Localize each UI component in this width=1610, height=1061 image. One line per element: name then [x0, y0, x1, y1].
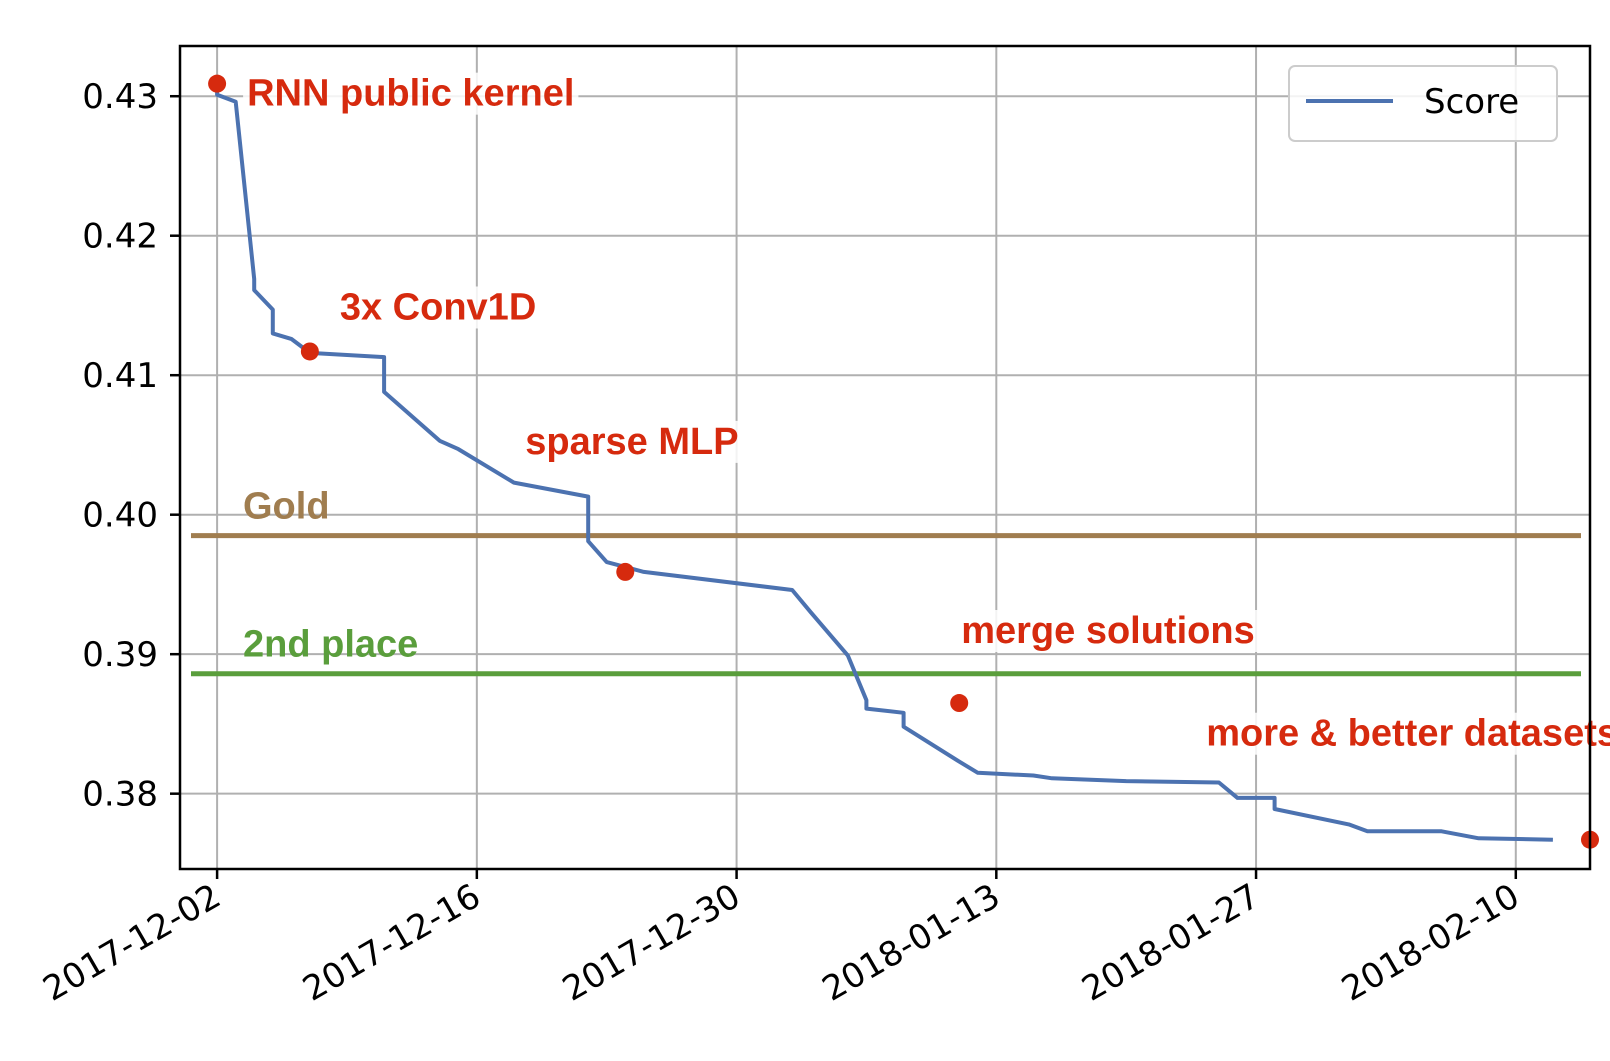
milestone-point: [208, 74, 227, 93]
score-line: [215, 85, 1553, 842]
annotation-label: merge solutions: [961, 610, 1254, 652]
annotation-background: [243, 72, 579, 115]
y-tick-label: 0.43: [82, 77, 158, 117]
plot-frame: [178, 44, 1592, 871]
y-tick-label: 0.41: [82, 356, 158, 396]
annotation-background: [335, 286, 541, 329]
annotation-label: 3x Conv1D: [340, 286, 536, 328]
milestone-point: [950, 694, 969, 713]
reference-label-gold: Gold: [243, 486, 330, 528]
legend-box: [1288, 65, 1558, 142]
legend-label-score: Score: [1424, 82, 1519, 122]
annotation-label: sparse MLP: [525, 421, 738, 463]
annotation-background: [957, 610, 1259, 653]
y-tick-label: 0.40: [82, 496, 158, 536]
annotation-label: RNN public kernel: [247, 73, 574, 115]
annotation-label: more & better datasets: [1206, 713, 1610, 755]
reference-lines: [191, 533, 1581, 677]
annotation-background: [1202, 712, 1610, 755]
reference-label-second-place: 2nd place: [243, 624, 418, 666]
y-axis: 0.38 0.39 0.40 0.41 0.42 0.43: [82, 77, 180, 815]
milestone-point: [616, 562, 635, 581]
annotations: Gold 2nd place RNN public kernel 3x Conv1D s…: [243, 72, 1610, 755]
y-tick-label: 0.42: [82, 217, 158, 257]
legend: Score: [1288, 65, 1558, 142]
milestone-point: [300, 342, 319, 361]
y-tick-label: 0.38: [82, 775, 158, 815]
y-tick-label: 0.39: [82, 635, 158, 675]
series-layer: [215, 85, 1553, 842]
annotation-background: [521, 420, 743, 463]
